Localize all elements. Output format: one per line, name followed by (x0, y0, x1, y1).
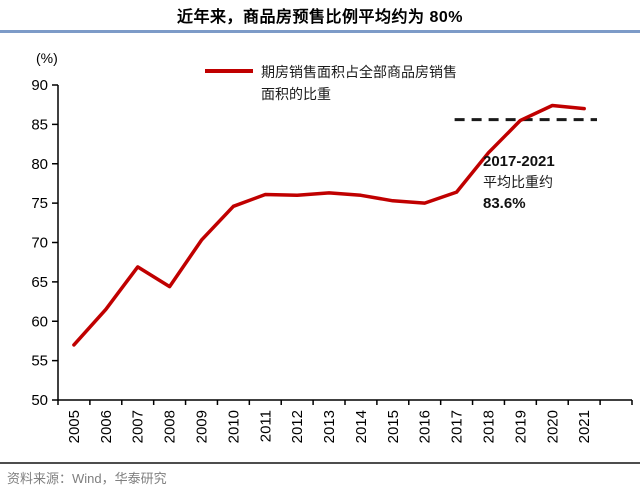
svg-text:2021: 2021 (576, 410, 593, 443)
y-axis-unit-label: (%) (36, 50, 58, 66)
svg-text:2012: 2012 (289, 410, 306, 443)
svg-text:2010: 2010 (225, 410, 242, 443)
chart-title: 近年来，商品房预售比例平均约为 80% (177, 9, 463, 26)
svg-text:2016: 2016 (417, 410, 434, 443)
svg-text:90: 90 (31, 77, 48, 94)
chart-legend: 期房销售面积占全部商品房销售 面积的比重 (205, 61, 457, 105)
y-axis-tick-labels: 50 55 60 65 70 75 80 85 90 (31, 77, 48, 409)
x-axis-tick-labels: 2005 2006 2007 2008 2009 2010 2011 2012 2013 2014… (66, 410, 593, 443)
legend-label-line2: 面积的比重 (261, 86, 331, 102)
series-line (72, 103, 586, 347)
svg-text:55: 55 (31, 353, 48, 370)
svg-text:2018: 2018 (481, 410, 498, 443)
legend-label-line1: 期房销售面积占全部商品房销售 (261, 64, 457, 80)
svg-text:2011: 2011 (257, 410, 274, 442)
y-axis-ticks (52, 84, 58, 401)
legend-label: 期房销售面积占全部商品房销售 面积的比重 (261, 61, 457, 105)
svg-text:2009: 2009 (194, 410, 211, 443)
svg-text:2020: 2020 (544, 410, 561, 443)
svg-text:75: 75 (31, 195, 48, 212)
svg-text:70: 70 (31, 235, 48, 252)
svg-text:80: 80 (31, 156, 48, 173)
annotation-value: 83.6% (483, 195, 526, 212)
source-note: 资料来源：Wind，华泰研究 (7, 471, 167, 486)
svg-text:2015: 2015 (385, 410, 402, 443)
svg-text:60: 60 (31, 313, 48, 330)
svg-text:2017: 2017 (449, 410, 466, 443)
footer-divider-line (0, 462, 640, 464)
x-axis-ticks (57, 400, 633, 405)
svg-text:2006: 2006 (98, 410, 115, 443)
svg-text:2007: 2007 (130, 410, 147, 443)
svg-text:65: 65 (31, 274, 48, 291)
svg-text:2005: 2005 (66, 410, 83, 443)
svg-text:2019: 2019 (512, 410, 529, 443)
svg-text:85: 85 (31, 116, 48, 133)
svg-text:2013: 2013 (321, 410, 338, 443)
svg-text:50: 50 (31, 392, 48, 409)
svg-text:2014: 2014 (353, 410, 370, 443)
annotation-caption: 平均比重约 (483, 174, 553, 190)
title-divider-line (0, 30, 640, 33)
svg-text:2008: 2008 (162, 410, 179, 443)
legend-line-swatch (205, 69, 253, 73)
average-annotation: 2017-2021 平均比重约 83.6% (483, 151, 555, 214)
annotation-period: 2017-2021 (483, 153, 555, 170)
